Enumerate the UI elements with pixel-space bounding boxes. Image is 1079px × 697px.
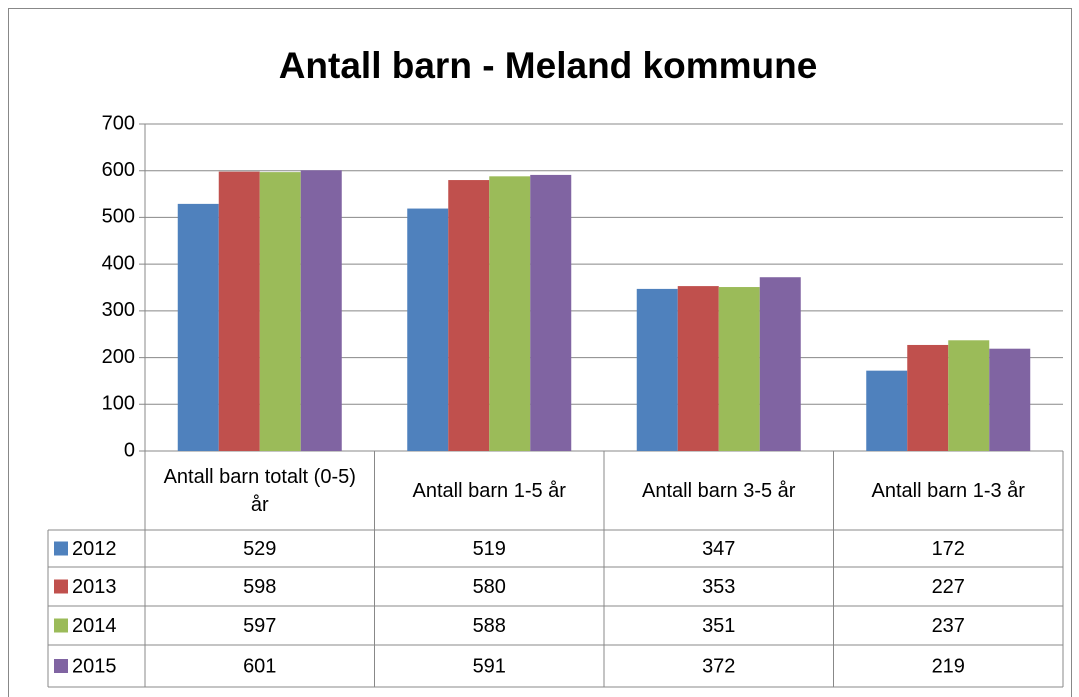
category-cell: Antall barn 1-3 år [871,479,1025,502]
y-tick-label: 400 [102,252,135,274]
x-tick-label: Antall barn 1-5 år [412,479,566,502]
bar [489,176,531,451]
bar [218,171,260,452]
legend-label: 2012 [72,538,117,560]
legend-key [54,618,68,633]
bar [636,288,678,451]
table-value: 353 [702,576,735,598]
table-value: 529 [243,538,276,560]
bar [759,277,801,451]
table-value: 588 [473,615,506,637]
y-tick-label: 0 [124,439,135,461]
legend-label: 2013 [72,576,117,598]
table-value: 519 [473,538,506,560]
bar [300,170,342,452]
y-tick-label: 200 [102,346,135,368]
legend-key [54,579,68,594]
table-value: 591 [473,655,506,677]
table-value: 598 [243,576,276,598]
table-value: 227 [932,576,965,598]
bar [907,344,949,451]
table-value: 219 [932,655,965,677]
y-tick-label: 500 [102,206,135,228]
table-value: 347 [702,538,735,560]
category-cell: Antall barn totalt (0-5) år [163,465,356,516]
table-value: 237 [932,615,965,637]
x-tick-label: Antall barn 3-5 år [642,479,796,502]
bar [718,287,760,451]
bar [259,172,301,451]
y-tick-label: 100 [102,393,135,415]
x-tick-label: Antall barn 1-3 år [871,479,1025,502]
bar [677,286,719,451]
bar [948,340,990,451]
table-value: 597 [243,615,276,637]
legend-key [54,541,68,556]
bar [530,174,572,451]
category-cell: Antall barn 3-5 år [642,479,796,502]
table-value: 172 [932,538,965,560]
table-value: 580 [473,576,506,598]
bar [989,348,1031,451]
y-tick-label: 600 [102,159,135,181]
chart-title: Antall barn - Meland kommune [279,45,818,86]
y-tick-label: 300 [102,299,135,321]
legend-key [54,659,68,673]
legend-label: 2015 [72,655,117,677]
bar [448,180,490,452]
table-value: 372 [702,655,735,677]
bar [407,208,449,451]
bar [866,370,908,451]
y-tick-label: 700 [102,112,135,134]
legend-label: 2014 [72,615,117,637]
x-tick-label: Antall barn totalt (0-5) år [163,465,356,516]
table-value: 601 [243,655,276,677]
bar [177,203,219,451]
table-value: 351 [702,615,735,637]
category-cell: Antall barn 1-5 år [412,479,566,502]
